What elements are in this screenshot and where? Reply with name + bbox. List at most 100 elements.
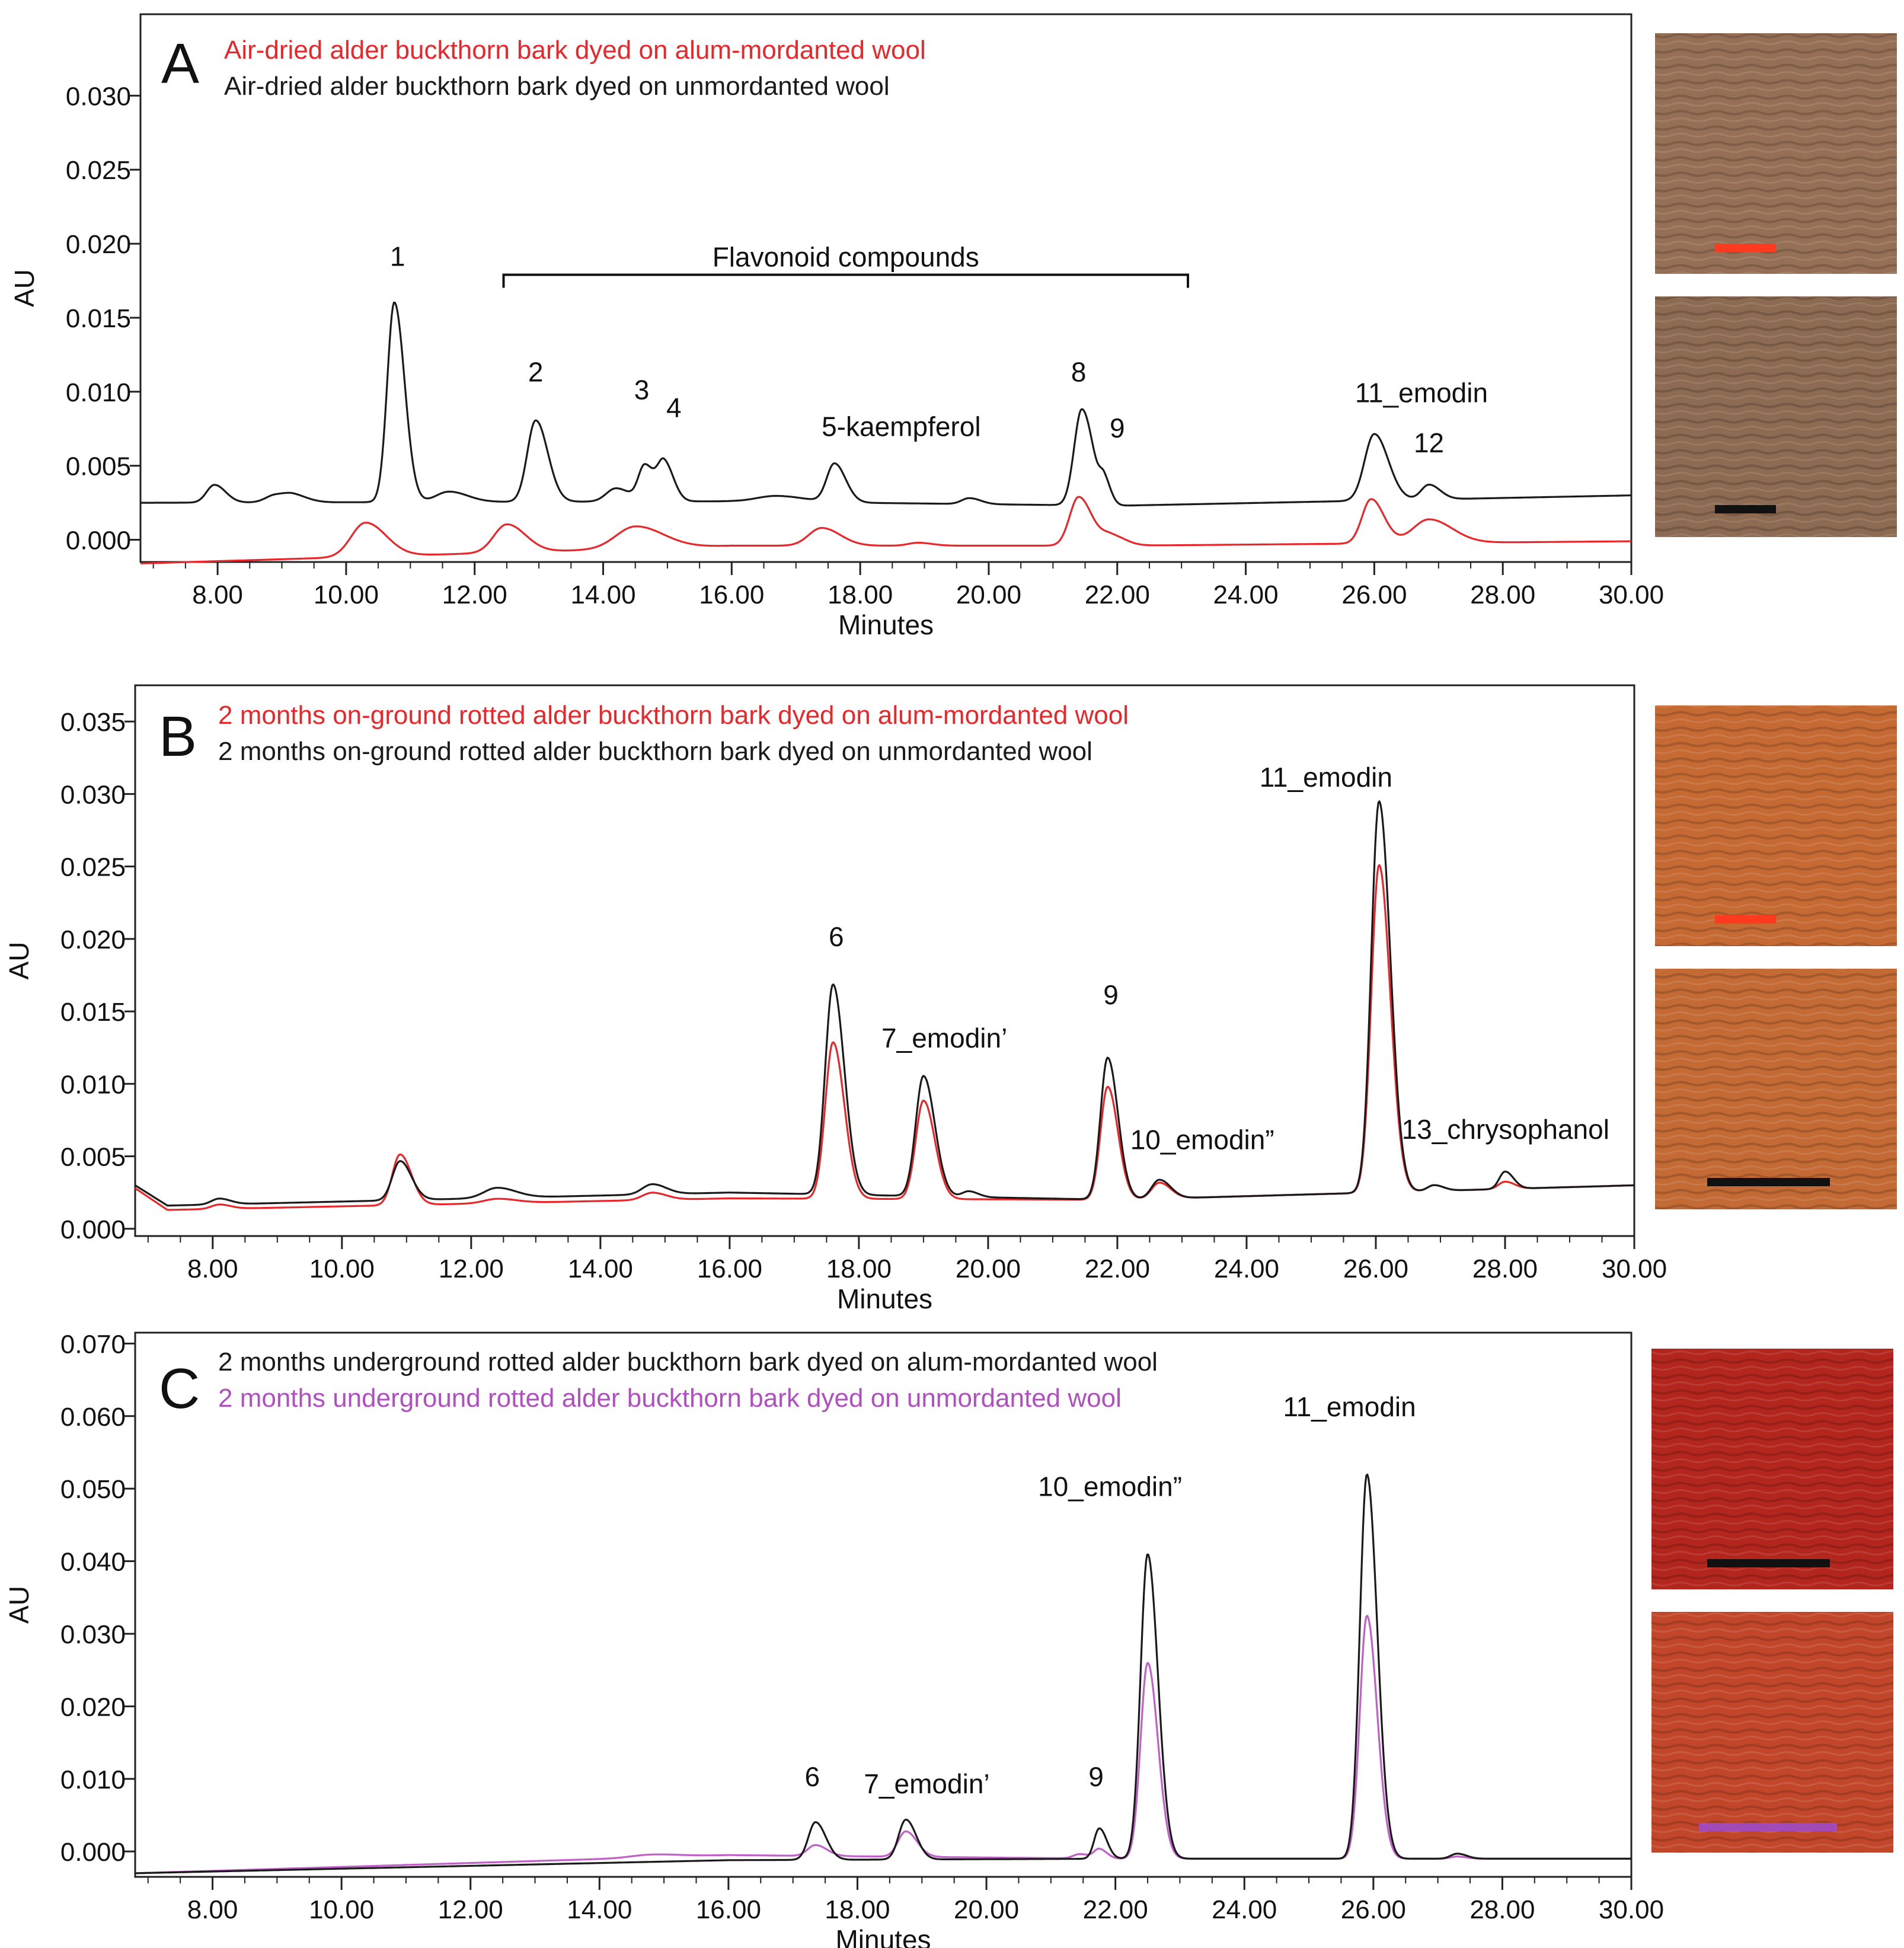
y-tick-label: 0.015	[60, 998, 126, 1027]
peak-label: 10_emodin”	[1038, 1471, 1182, 1502]
y-tick-label: 0.005	[66, 452, 131, 481]
panel-letter: A	[161, 32, 199, 95]
peak-label: 13_chrysophanol	[1402, 1114, 1609, 1145]
x-tick-label: 28.00	[1469, 1895, 1535, 1924]
peak-label: 3	[634, 374, 650, 405]
y-tick-label: 0.030	[66, 82, 131, 111]
panel-a: 8.00 10.00 12.00 14.00 16.00 18.00 20.00 22.00 2…	[9, 13, 1664, 640]
x-tick-label: 26.00	[1343, 1254, 1408, 1283]
x-tick-label: 8.00	[187, 1254, 238, 1283]
legend-entry: 2 months on-ground rotted alder buckthor…	[218, 701, 1129, 730]
legend-entry: Air-dried alder buckthorn bark dyed on a…	[224, 36, 926, 65]
bracket-label: Flavonoid compounds	[713, 242, 979, 273]
x-tick-label: 30.00	[1602, 1254, 1667, 1283]
plot-frame	[134, 684, 1635, 1237]
panel-b: 8.00 10.00 12.00 14.00 16.00 18.00 20.00 22.00 2…	[4, 684, 1667, 1314]
x-axis-title: Minutes	[838, 609, 934, 640]
x-tick-label: 30.00	[1599, 1895, 1664, 1924]
x-tick-label: 8.00	[192, 580, 243, 609]
wool-texture	[1655, 705, 1897, 946]
legend-entry: 2 months underground rotted alder buckth…	[218, 1384, 1122, 1413]
y-tick-label: 0.020	[60, 1692, 126, 1722]
flavonoid-bracket	[502, 273, 1189, 288]
wool-texture	[1651, 1349, 1893, 1589]
x-tick-label: 18.00	[826, 1254, 892, 1283]
peak-label: 11_emodin	[1283, 1391, 1416, 1422]
y-tick-label: 0.020	[60, 925, 126, 954]
y-tick-label: 0.020	[66, 230, 131, 259]
wool-texture	[1651, 1612, 1893, 1853]
x-tick-label: 14.00	[568, 1254, 633, 1283]
peak-label: 12	[1414, 427, 1444, 458]
y-tick-label: 0.035	[60, 708, 126, 737]
peak-label: 7_emodin’	[881, 1023, 1007, 1053]
y-tick-label: 0.070	[60, 1330, 126, 1359]
series-line	[135, 800, 1635, 1207]
y-tick-label: 0.050	[60, 1475, 126, 1504]
y-tick-label: 0.015	[66, 304, 131, 333]
x-tick-label: 20.00	[956, 1254, 1021, 1283]
x-tick-label: 10.00	[309, 1254, 375, 1283]
x-tick-label: 26.00	[1341, 1895, 1406, 1924]
y-tick-label: 0.030	[60, 1620, 126, 1649]
series-line	[135, 1615, 1631, 1874]
x-tick-label: 12.00	[439, 1254, 504, 1283]
x-tick-label: 22.00	[1083, 1895, 1148, 1924]
series-line	[140, 496, 1632, 565]
y-tick-label: 0.000	[66, 526, 131, 555]
x-axis-title: Minutes	[835, 1924, 931, 1948]
peak-label: 9	[1088, 1761, 1104, 1792]
x-tick-label: 26.00	[1341, 580, 1407, 609]
y-tick-label: 0.060	[60, 1403, 126, 1432]
y-tick-label: 0.025	[66, 156, 131, 185]
peak-label: 9	[1103, 979, 1119, 1010]
y-tick-label: 0.010	[60, 1765, 126, 1794]
panel-c: 8.00 10.00 12.00 14.00 16.00 18.00 20.00 22.00 2…	[4, 1330, 1664, 1948]
x-tick-label: 16.00	[699, 580, 764, 609]
y-axis-title: AU	[4, 942, 34, 980]
peak-label: 11_emodin	[1260, 762, 1392, 793]
x-tick-label: 30.00	[1599, 580, 1664, 609]
x-tick-label: 16.00	[697, 1254, 762, 1283]
x-tick-label: 20.00	[954, 1895, 1019, 1924]
legend-entry: 2 months underground rotted alder buckth…	[218, 1347, 1158, 1377]
legend-entry: Air-dried alder buckthorn bark dyed on u…	[224, 72, 890, 101]
series-line	[135, 864, 1635, 1211]
y-tick-label: 0.000	[60, 1215, 126, 1244]
y-tick-label: 0.010	[66, 378, 131, 407]
x-tick-label: 18.00	[825, 1895, 890, 1924]
panel-letter: C	[159, 1357, 200, 1420]
series-line	[140, 301, 1632, 507]
series-line	[135, 1473, 1631, 1874]
plot-frame	[134, 1331, 1633, 1878]
y-axis-title: AU	[9, 269, 40, 307]
x-tick-label: 14.00	[567, 1895, 632, 1924]
x-tick-label: 18.00	[828, 580, 893, 609]
x-tick-label: 12.00	[438, 1895, 503, 1924]
peak-label: 8	[1071, 356, 1087, 387]
x-tick-label: 28.00	[1472, 1254, 1538, 1283]
peak-label: 11_emodin	[1355, 377, 1488, 408]
peak-label: 4	[666, 392, 682, 423]
y-tick-label: 0.030	[60, 780, 126, 809]
peak-label: 1	[390, 241, 405, 272]
wool-texture	[1655, 33, 1897, 274]
peak-label: 7_emodin’	[864, 1768, 989, 1799]
wool-texture	[1655, 969, 1897, 1209]
wool-texture	[1655, 296, 1897, 537]
y-tick-label: 0.000	[60, 1838, 126, 1867]
x-tick-label: 10.00	[309, 1895, 374, 1924]
x-tick-label: 28.00	[1470, 580, 1535, 609]
y-tick-label: 0.025	[60, 853, 126, 882]
plot-frame	[139, 13, 1633, 563]
x-tick-label: 12.00	[442, 580, 507, 609]
wool-swatches	[1651, 33, 1897, 1853]
y-tick-label: 0.040	[60, 1548, 126, 1577]
y-tick-label: 0.005	[60, 1143, 126, 1172]
panel-letter: B	[159, 705, 197, 768]
peak-label: 9	[1110, 413, 1125, 443]
x-tick-label: 20.00	[956, 580, 1021, 609]
legend-entry: 2 months on-ground rotted alder buckthor…	[218, 737, 1092, 766]
x-tick-label: 8.00	[187, 1895, 238, 1924]
